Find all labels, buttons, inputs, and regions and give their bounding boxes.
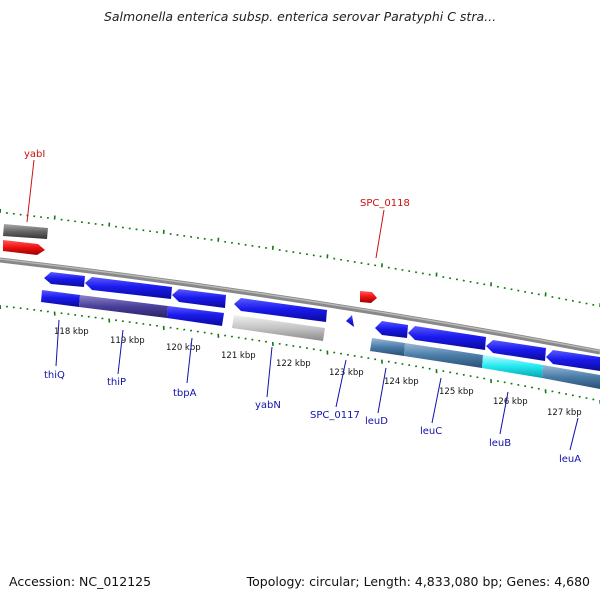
scale-label: 120 kbp <box>166 343 201 353</box>
pseudogene-yabI-bar <box>3 224 48 239</box>
bar-yabN <box>232 315 325 341</box>
bar-leuC <box>404 343 483 368</box>
gene-leuA-arrow[interactable] <box>546 350 600 371</box>
scale-label: 123 kbp <box>329 368 364 378</box>
forward-strand-genes <box>3 224 377 303</box>
scale-label: 124 kbp <box>384 377 419 387</box>
gene-thiQ-arrow[interactable] <box>44 272 85 287</box>
scale-label: 126 kbp <box>493 397 528 407</box>
gene-leuD-arrow[interactable] <box>375 321 408 338</box>
gene-label-SPC_0117[interactable]: SPC_0117 <box>310 410 360 421</box>
highlight-label-leaders <box>26 159 385 259</box>
gene-thiP-arrow[interactable] <box>85 277 172 299</box>
scale-label: 121 kbp <box>221 351 256 361</box>
gene-label-leuD[interactable]: leuD <box>365 416 388 427</box>
gene-label-leuC[interactable]: leuC <box>420 426 442 437</box>
bar-thiP <box>79 295 168 318</box>
inner-scale-ticks <box>0 304 600 405</box>
bar-tbpA <box>167 306 224 326</box>
map-title: Salmonella enterica subsp. enterica sero… <box>103 9 497 24</box>
gene-leuB-arrow[interactable] <box>486 340 546 361</box>
gene-label-leuB[interactable]: leuB <box>489 438 511 449</box>
gene-leuC-arrow[interactable] <box>408 326 486 350</box>
gene-label-thiP[interactable]: thiP <box>107 377 126 388</box>
gene-yabI-arrow[interactable] <box>3 240 45 255</box>
gene-label-thiQ[interactable]: thiQ <box>44 370 65 381</box>
scale-label: 125 kbp <box>439 387 474 397</box>
scale-labels: 118 kbp 119 kbp 120 kbp 121 kbp 122 kbp … <box>54 327 582 418</box>
highlight-label-yabI[interactable]: yabI <box>24 149 45 160</box>
gene-label-leaders <box>55 319 579 451</box>
scale-label: 118 kbp <box>54 327 89 337</box>
reverse-strand-genes <box>41 272 600 389</box>
topology-label: Topology: circular; Length: 4,833,080 bp… <box>246 574 590 589</box>
gene-labels: thiQ thiP tbpA yabN SPC_0117 leuD leuC l… <box>24 149 581 465</box>
gene-label-tbpA[interactable]: tbpA <box>173 388 197 399</box>
scale-label: 119 kbp <box>110 336 145 346</box>
scale-label: 122 kbp <box>276 359 311 369</box>
bar-leuB <box>482 355 543 378</box>
bar-leuD <box>370 338 405 356</box>
gene-SPC_0117-arrow[interactable] <box>346 315 354 327</box>
highlight-label-SPC_0118[interactable]: SPC_0118 <box>360 198 410 209</box>
gene-label-leuA[interactable]: leuA <box>559 454 581 465</box>
gene-tbpA-arrow[interactable] <box>172 289 226 308</box>
accession-label: Accession: NC_012125 <box>9 574 152 589</box>
gene-SPC_0118-arrow[interactable] <box>360 291 377 303</box>
outer-scale-ticks <box>0 208 600 307</box>
scale-label: 127 kbp <box>547 408 582 418</box>
bar-leuA <box>542 365 600 389</box>
genome-backbone <box>0 257 600 355</box>
bar-thiQ <box>41 290 80 307</box>
gene-yabN-arrow[interactable] <box>234 298 327 322</box>
gene-label-yabN[interactable]: yabN <box>255 400 281 411</box>
